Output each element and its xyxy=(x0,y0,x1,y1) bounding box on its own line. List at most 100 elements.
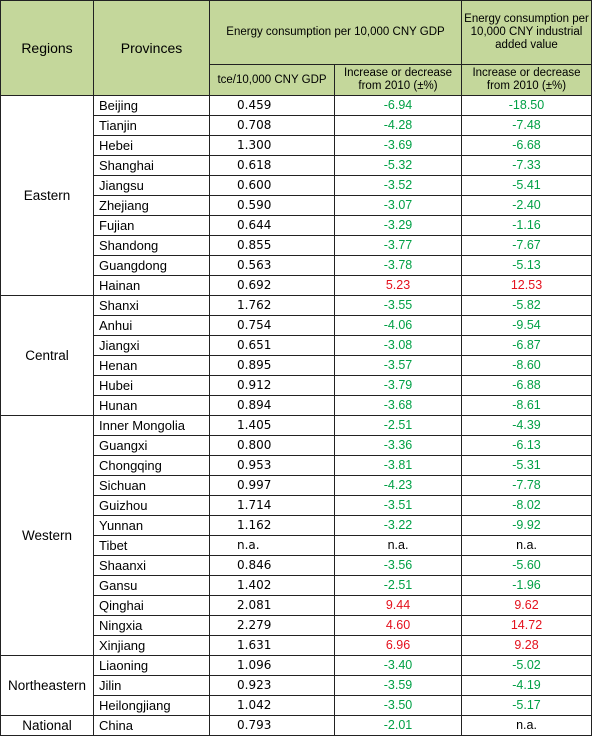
industrial-change-cell: 9.28 xyxy=(461,635,592,656)
gdp-value-cell: 0.923 xyxy=(209,675,335,696)
industrial-change-cell: -4.39 xyxy=(461,415,592,436)
province-cell: Jiangsu xyxy=(93,175,210,196)
table-row: Northeastern Liaoning 1.096 -3.40 -5.02 xyxy=(0,655,592,716)
table-row: Fujian 0.644 -3.29 -1.16 xyxy=(1,215,592,236)
gdp-value-cell: 1.405 xyxy=(209,415,335,436)
industrial-change-cell: -7.33 xyxy=(461,155,592,176)
industrial-change-cell: -5.82 xyxy=(461,295,592,316)
header-gdp-change: Increase or decrease from 2010 (±%) xyxy=(334,64,462,96)
province-cell: Beijing xyxy=(93,95,210,116)
region-cell: Eastern xyxy=(0,95,94,296)
gdp-change-cell: -3.77 xyxy=(334,235,462,256)
province-cell: Gansu xyxy=(93,575,210,596)
gdp-value-cell: 0.997 xyxy=(209,475,335,496)
gdp-value-cell: 0.600 xyxy=(209,175,335,196)
gdp-value-cell: 1.162 xyxy=(209,515,335,536)
gdp-value-cell: 1.714 xyxy=(209,495,335,516)
gdp-value-cell: 0.651 xyxy=(209,335,335,356)
table-row: Shanghai 0.618 -5.32 -7.33 xyxy=(1,155,592,176)
industrial-change-cell: -9.54 xyxy=(461,315,592,336)
table-row: Henan 0.895 -3.57 -8.60 xyxy=(1,355,592,376)
gdp-change-cell: -3.55 xyxy=(334,295,462,316)
gdp-value-cell: 1.042 xyxy=(209,695,335,716)
table-header: Regions Provinces Energy consumption per… xyxy=(0,0,592,96)
table-row: Shandong 0.855 -3.77 -7.67 xyxy=(1,235,592,256)
gdp-change-cell: -5.32 xyxy=(334,155,462,176)
gdp-change-cell: -3.51 xyxy=(334,495,462,516)
table-row: Yunnan 1.162 -3.22 -9.92 xyxy=(1,515,592,536)
gdp-value-cell: 0.855 xyxy=(209,235,335,256)
industrial-change-cell: -5.17 xyxy=(461,695,592,716)
province-cell: Hunan xyxy=(93,395,210,416)
industrial-change-cell: 14.72 xyxy=(461,615,592,636)
industrial-change-cell: -7.67 xyxy=(461,235,592,256)
province-cell: Zhejiang xyxy=(93,195,210,216)
province-cell: Jiangxi xyxy=(93,335,210,356)
table-row: National China 0.793 -2.01 n.a. xyxy=(0,715,592,736)
province-cell: Qinghai xyxy=(93,595,210,616)
industrial-change-cell: -9.92 xyxy=(461,515,592,536)
table-row: Zhejiang 0.590 -3.07 -2.40 xyxy=(1,195,592,216)
header-regions: Regions xyxy=(0,0,94,96)
gdp-value-cell: 1.762 xyxy=(209,295,335,316)
gdp-value-cell: 0.618 xyxy=(209,155,335,176)
table-body: Eastern Beijing 0.459 -6.94 -18.50 Tianjin 0.7… xyxy=(0,95,592,736)
gdp-value-cell: 1.631 xyxy=(209,635,335,656)
industrial-change-cell: -8.02 xyxy=(461,495,592,516)
gdp-value-cell: n.a. xyxy=(209,535,335,556)
gdp-value-cell: 2.081 xyxy=(209,595,335,616)
province-cell: Hainan xyxy=(93,275,210,296)
province-cell: Shandong xyxy=(93,235,210,256)
gdp-value-cell: 0.894 xyxy=(209,395,335,416)
gdp-change-cell: -3.57 xyxy=(334,355,462,376)
province-cell: Guizhou xyxy=(93,495,210,516)
gdp-change-cell: 9.44 xyxy=(334,595,462,616)
gdp-value-cell: 0.800 xyxy=(209,435,335,456)
province-cell: China xyxy=(93,715,210,736)
gdp-change-cell: -3.22 xyxy=(334,515,462,536)
industrial-change-cell: -6.88 xyxy=(461,375,592,396)
table-row: Qinghai 2.081 9.44 9.62 xyxy=(1,595,592,616)
header-gdp-group: Energy consumption per 10,000 CNY GDP xyxy=(209,0,462,65)
gdp-change-cell: -4.06 xyxy=(334,315,462,336)
province-cell: Shanghai xyxy=(93,155,210,176)
gdp-change-cell: -3.29 xyxy=(334,215,462,236)
province-cell: Ningxia xyxy=(93,615,210,636)
industrial-change-cell: -18.50 xyxy=(461,95,592,116)
province-cell: Chongqing xyxy=(93,455,210,476)
gdp-value-cell: 0.563 xyxy=(209,255,335,276)
table-row: Central Shanxi 1.762 -3.55 -5.82 xyxy=(0,295,592,416)
table-row: Hainan 0.692 5.23 12.53 xyxy=(1,275,592,296)
gdp-value-cell: 0.590 xyxy=(209,195,335,216)
table-row: Western Inner Mongolia 1.405 -2.51 -4.39 xyxy=(0,415,592,656)
industrial-change-cell: n.a. xyxy=(461,715,592,736)
header-industrial-group: Energy consumption per 10,000 CNY indust… xyxy=(461,0,592,65)
gdp-value-cell: 1.402 xyxy=(209,575,335,596)
gdp-change-cell: -3.68 xyxy=(334,395,462,416)
province-cell: Anhui xyxy=(93,315,210,336)
gdp-change-cell: -4.23 xyxy=(334,475,462,496)
province-cell: Yunnan xyxy=(93,515,210,536)
industrial-change-cell: -1.96 xyxy=(461,575,592,596)
gdp-value-cell: 1.096 xyxy=(209,655,335,676)
gdp-change-cell: -2.51 xyxy=(334,575,462,596)
province-cell: Shaanxi xyxy=(93,555,210,576)
gdp-value-cell: 0.459 xyxy=(209,95,335,116)
province-cell: Henan xyxy=(93,355,210,376)
gdp-change-cell: 6.96 xyxy=(334,635,462,656)
table-row: Gansu 1.402 -2.51 -1.96 xyxy=(1,575,592,596)
province-cell: Jilin xyxy=(93,675,210,696)
province-cell: Guangdong xyxy=(93,255,210,276)
province-cell: Guangxi xyxy=(93,435,210,456)
gdp-value-cell: 1.300 xyxy=(209,135,335,156)
gdp-change-cell: 5.23 xyxy=(334,275,462,296)
gdp-change-cell: -3.36 xyxy=(334,435,462,456)
industrial-change-cell: -7.48 xyxy=(461,115,592,136)
gdp-change-cell: n.a. xyxy=(334,535,462,556)
industrial-change-cell: -7.78 xyxy=(461,475,592,496)
province-cell: Fujian xyxy=(93,215,210,236)
gdp-value-cell: 0.846 xyxy=(209,555,335,576)
gdp-change-cell: 4.60 xyxy=(334,615,462,636)
industrial-change-cell: -6.13 xyxy=(461,435,592,456)
